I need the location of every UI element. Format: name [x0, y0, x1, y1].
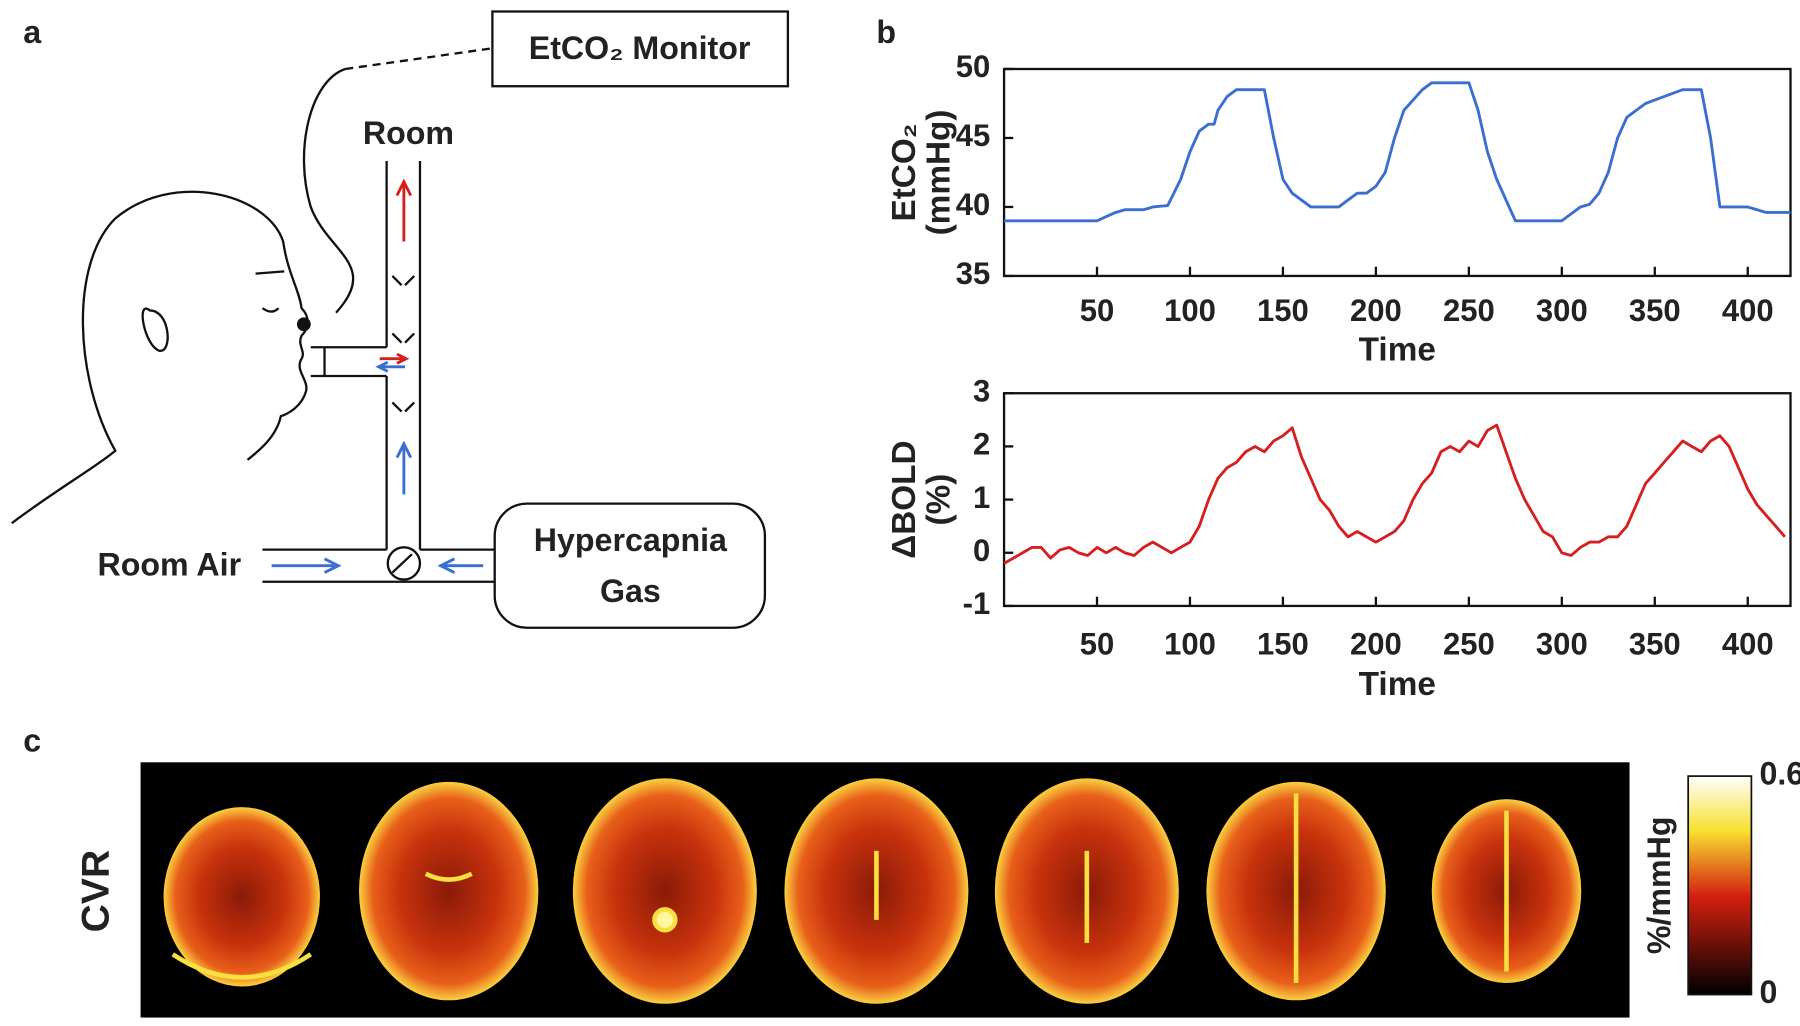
plot-frame — [1002, 392, 1792, 608]
valve — [391, 553, 413, 574]
colorbar-tick-label: 0.6 — [1759, 756, 1800, 792]
nasal-cannula — [296, 317, 311, 332]
y-tick-label: 1 — [973, 480, 990, 515]
ear — [141, 307, 169, 352]
x-tick-label: 150 — [1257, 293, 1309, 328]
brain-feature — [652, 907, 678, 933]
arrow — [395, 178, 413, 242]
setup-diagram — [11, 10, 790, 629]
data-line — [1004, 81, 1791, 223]
y-tick-label: 2 — [973, 427, 990, 462]
brain-slice — [359, 781, 539, 1001]
gas-label: Hypercapnia — [534, 522, 728, 558]
head — [11, 190, 309, 525]
brain-slice — [572, 778, 757, 1004]
valve-marks — [391, 275, 416, 413]
colorbar-label: %/mmHg — [1641, 816, 1677, 954]
monitor-box — [491, 10, 790, 88]
y-axis-label: (%) — [921, 474, 958, 526]
room-air-label: Room Air — [97, 546, 241, 582]
arrow — [375, 360, 406, 373]
arrow — [271, 557, 342, 574]
y-tick-label: 50 — [956, 49, 991, 84]
room-label: Room — [363, 115, 454, 151]
arrows — [271, 178, 484, 574]
face — [255, 270, 285, 313]
sampling-line — [302, 67, 355, 314]
cvr-label: CVR — [74, 850, 117, 933]
data-line — [1003, 423, 1786, 565]
x-tick-label: 200 — [1350, 626, 1402, 661]
brain-features — [171, 793, 1509, 984]
x-tick-label: 250 — [1443, 293, 1495, 328]
monitor-label: EtCO₂ Monitor — [529, 30, 751, 66]
colorbar-tick-label: 0 — [1759, 974, 1777, 1010]
x-tick-label: 400 — [1722, 626, 1774, 661]
x-tick-label: 100 — [1164, 626, 1216, 661]
y-axis-label: EtCO₂ — [886, 123, 923, 221]
y-tick-label: 45 — [956, 118, 991, 153]
dashed-line — [345, 47, 493, 71]
gas-label: Gas — [600, 573, 661, 609]
x-tick-label: 250 — [1443, 626, 1495, 661]
x-tick-label: 100 — [1164, 293, 1216, 328]
panel-label: a — [23, 14, 42, 50]
x-tick-label: 50 — [1080, 626, 1115, 661]
brain-feature — [424, 871, 473, 882]
y-tick-label: 35 — [956, 256, 991, 291]
x-tick-label: 300 — [1536, 293, 1588, 328]
x-axis-label: Time — [1359, 666, 1436, 703]
x-tick-label: 350 — [1629, 626, 1681, 661]
y-tick-label: 3 — [973, 373, 990, 408]
arrow — [379, 352, 410, 365]
panel-label: b — [876, 14, 896, 50]
x-tick-label: 150 — [1257, 626, 1309, 661]
x-tick-label: 50 — [1080, 293, 1115, 328]
y-axis-label: ΔBOLD — [886, 440, 923, 558]
colorbar — [1687, 775, 1753, 996]
plot-frame — [1002, 67, 1792, 278]
arrow — [437, 557, 484, 574]
y-tick-label: 40 — [956, 187, 991, 222]
x-axis-label: Time — [1359, 332, 1436, 369]
gas-bag — [493, 502, 767, 629]
y-tick-label: 0 — [973, 533, 990, 568]
x-tick-label: 350 — [1629, 293, 1681, 328]
x-tick-label: 200 — [1350, 293, 1402, 328]
panel-label: c — [23, 722, 41, 758]
y-tick-label: -1 — [963, 586, 991, 621]
arrow — [395, 440, 413, 495]
y-axis-label: (mmHg) — [921, 110, 958, 236]
brain-slice — [163, 807, 320, 987]
x-tick-label: 400 — [1722, 293, 1774, 328]
valve — [386, 546, 422, 581]
x-tick-label: 300 — [1536, 626, 1588, 661]
brain-feature — [171, 952, 313, 980]
